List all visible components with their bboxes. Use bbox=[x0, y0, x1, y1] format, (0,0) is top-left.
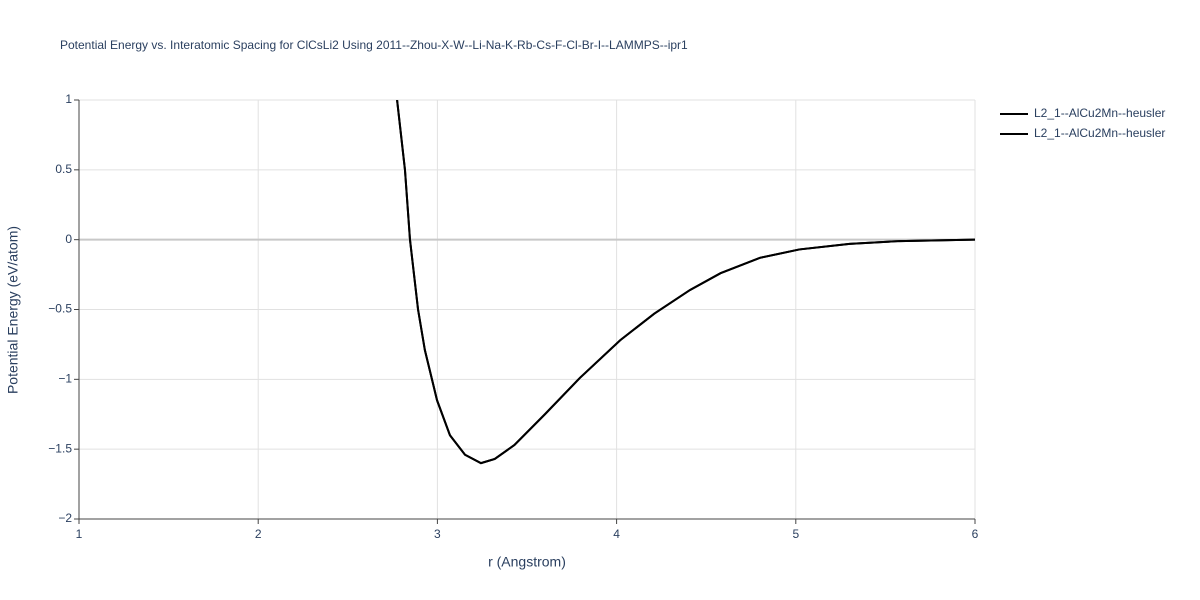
y-tick-label: 1 bbox=[65, 92, 72, 106]
x-axis-title: r (Angstrom) bbox=[488, 554, 566, 570]
x-tick-label: 5 bbox=[792, 527, 799, 541]
y-axis-title: Potential Energy (eV/atom) bbox=[5, 226, 21, 394]
x-tick-label: 3 bbox=[434, 527, 441, 541]
y-tick-label: −0.5 bbox=[48, 302, 72, 316]
y-tick-label: 0 bbox=[65, 232, 72, 246]
series-line bbox=[396, 100, 975, 465]
legend-label: L2_1--AlCu2Mn--heusler bbox=[1034, 126, 1165, 140]
x-tick-label: 2 bbox=[255, 527, 262, 541]
y-tick-label: −1 bbox=[58, 372, 72, 386]
y-tick-label: 0.5 bbox=[55, 162, 72, 176]
x-tick-label: 6 bbox=[972, 527, 979, 541]
x-tick-label: 1 bbox=[76, 527, 83, 541]
legend-label: L2_1--AlCu2Mn--heusler bbox=[1034, 106, 1165, 120]
y-tick-label: −1.5 bbox=[48, 441, 72, 455]
x-tick-label: 4 bbox=[613, 527, 620, 541]
y-tick-label: −2 bbox=[58, 511, 72, 525]
series-line bbox=[396, 100, 975, 465]
chart-title: Potential Energy vs. Interatomic Spacing… bbox=[60, 38, 688, 52]
